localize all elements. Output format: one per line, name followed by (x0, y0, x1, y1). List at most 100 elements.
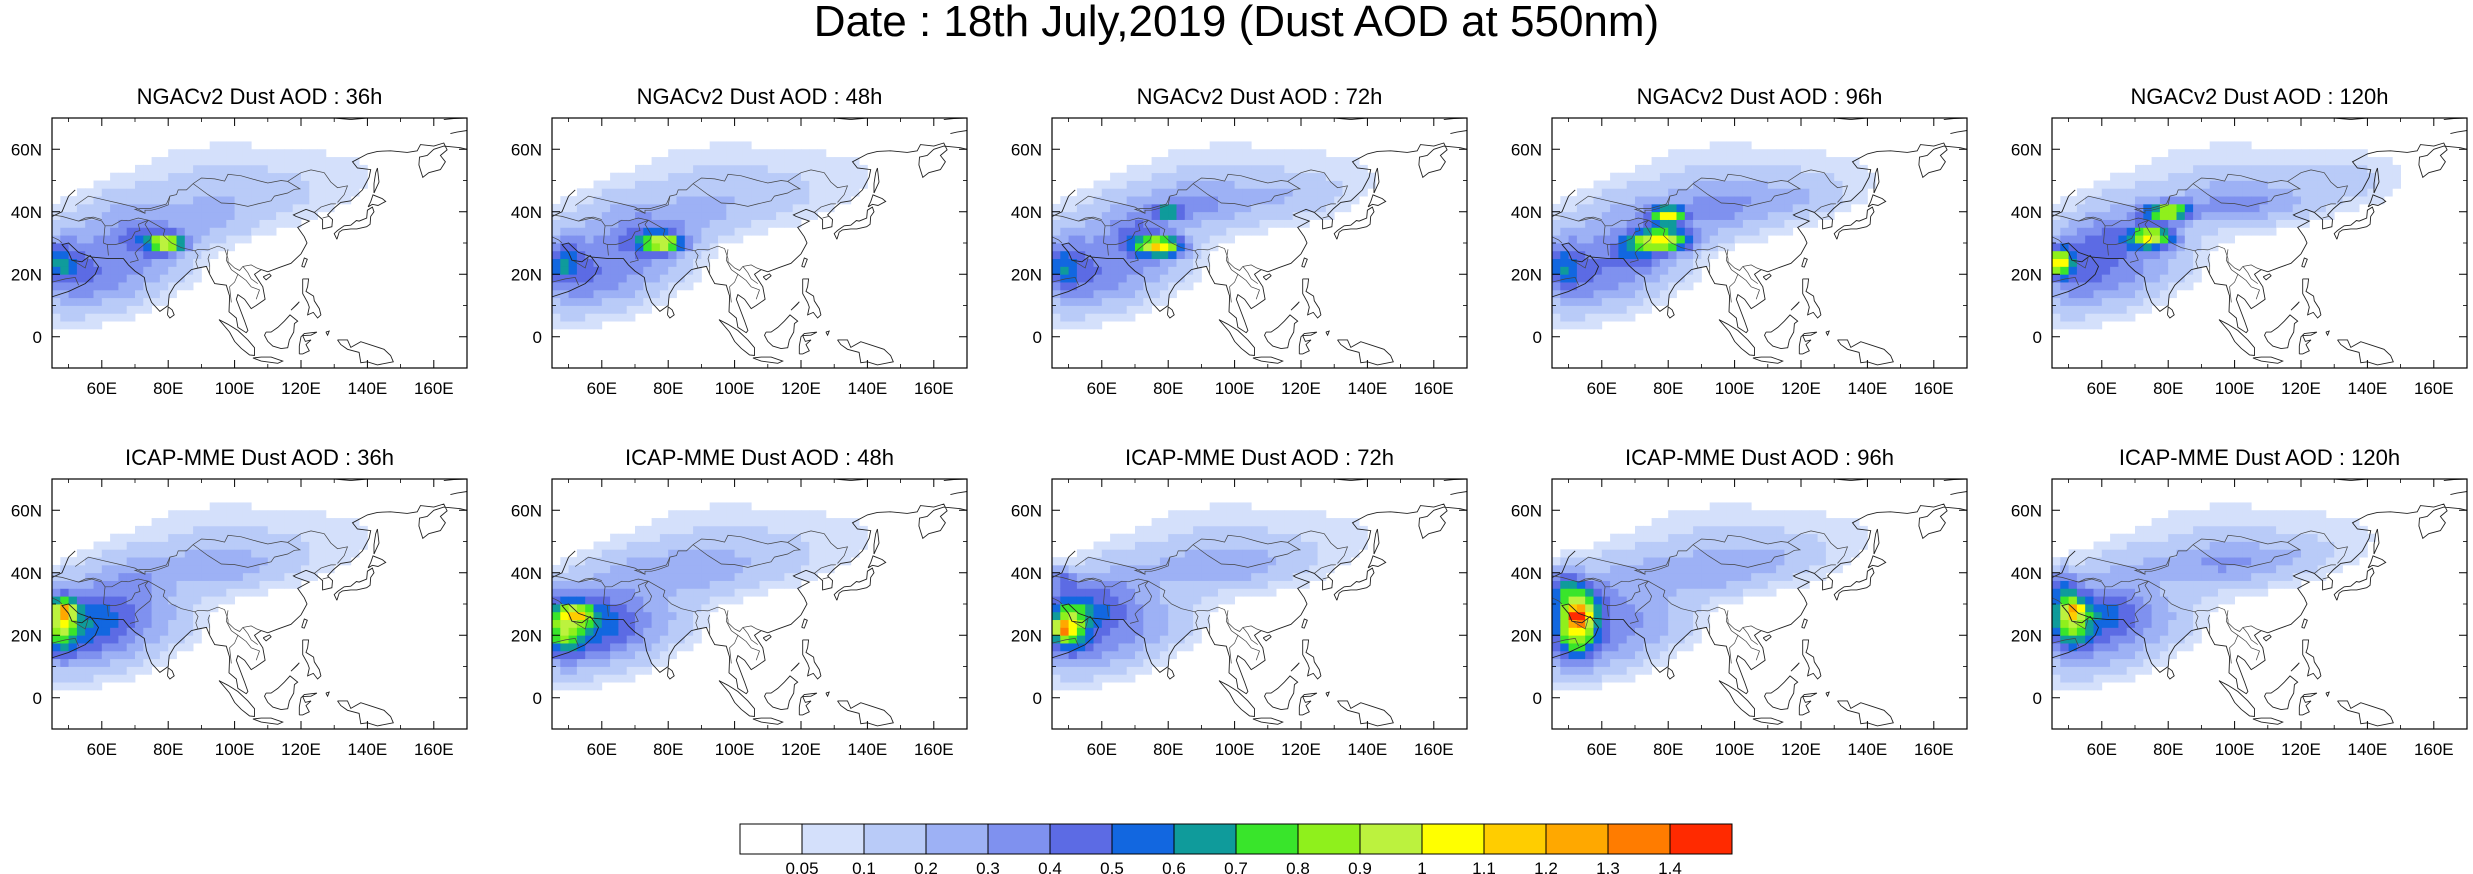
country-border (1552, 214, 1609, 256)
aod-cell (284, 580, 294, 589)
aod-cell (1585, 258, 1594, 267)
aod-cell (2317, 157, 2327, 166)
aod-cell (2176, 219, 2186, 228)
aod-cell (1118, 549, 1128, 558)
aod-cell (1226, 541, 1235, 550)
aod-cell (1701, 157, 1711, 166)
aod-cell (684, 203, 694, 213)
aod-cell (110, 258, 119, 267)
aod-cell (718, 149, 727, 158)
aod-cell (1601, 188, 1611, 197)
aod-cell (1593, 211, 1603, 220)
aod-cell (168, 572, 177, 581)
aod-cell (2052, 274, 2061, 283)
aod-cell (1651, 172, 1661, 181)
aod-cell (1201, 564, 1211, 574)
aod-cell (60, 266, 69, 275)
aod-cell (726, 172, 735, 181)
aod-cell (701, 549, 711, 558)
aod-cell (2201, 243, 2211, 252)
aod-cell (234, 196, 244, 205)
aod-cell (309, 525, 318, 535)
aod-cell (193, 227, 202, 236)
aod-cell (659, 196, 669, 205)
aod-cell (2259, 149, 2269, 158)
country-border (207, 614, 211, 636)
aod-cell (1552, 297, 1561, 306)
x-tick-label: 100E (1215, 740, 1255, 759)
aod-cell (1052, 227, 1061, 236)
aod-cell (1118, 227, 1128, 236)
aod-cell (560, 227, 569, 236)
aod-cell (176, 282, 186, 291)
aod-cell (1668, 274, 1677, 283)
aod-cell (676, 203, 686, 213)
coastline (2052, 189, 2076, 300)
aod-cell (668, 289, 677, 299)
aod-cell (1626, 203, 1636, 213)
aod-cell (643, 219, 652, 228)
aod-cell (1176, 557, 1186, 566)
aod-cell (684, 611, 694, 621)
aod-cell (1251, 211, 1260, 220)
aod-cell (593, 666, 603, 675)
aod-cell (93, 180, 103, 189)
aod-cell (859, 172, 868, 181)
coastline (718, 319, 755, 357)
aod-cell (52, 289, 61, 299)
aod-cell (1334, 172, 1343, 181)
aod-cell (85, 549, 94, 558)
aod-cell (759, 188, 769, 197)
aod-cell (1226, 525, 1235, 535)
aod-cell (110, 674, 119, 683)
aod-cell (718, 588, 727, 597)
aod-cell (2118, 297, 2128, 306)
map-panel-ngac-48: NGACv2 Dust AOD : 48h 60E 80E 100E 120E 140E 1… (511, 86, 968, 398)
aod-cell (1701, 172, 1711, 181)
aod-cell (184, 643, 194, 652)
aod-cell (1601, 266, 1611, 275)
aod-cell (110, 557, 119, 566)
aod-cell (693, 604, 702, 613)
aod-cell (1626, 211, 1636, 220)
aod-cell (1060, 250, 1069, 260)
aod-cell (1193, 180, 1202, 189)
aod-cell (751, 188, 760, 197)
coastline (950, 491, 967, 496)
aod-cell (1168, 227, 1177, 236)
aod-cell (1626, 188, 1636, 197)
aod-cell (751, 219, 760, 228)
aod-cell (284, 149, 294, 158)
aod-cell (93, 258, 103, 267)
country-border (242, 266, 259, 284)
aod-cell (1635, 188, 1644, 197)
aod-cell (1143, 203, 1152, 213)
coastline (1290, 301, 1300, 311)
aod-cell (1635, 305, 1644, 314)
aod-cell (1301, 211, 1310, 220)
aod-cell (1126, 305, 1136, 314)
aod-cell (1143, 297, 1152, 306)
aod-cell (68, 596, 78, 605)
aod-cell (1317, 196, 1327, 205)
aod-cell (2101, 282, 2111, 291)
aod-cell (2118, 196, 2128, 205)
aod-cell (2392, 180, 2401, 189)
aod-cell (1643, 172, 1652, 181)
aod-cell (168, 643, 177, 652)
aod-cell (193, 196, 202, 205)
aod-cell (1651, 196, 1661, 205)
aod-cell (2292, 149, 2302, 158)
aod-cell (734, 596, 744, 605)
aod-cell (93, 211, 103, 220)
aod-cell (1060, 203, 1069, 213)
aod-cell (1052, 596, 1061, 605)
aod-cell (2151, 219, 2161, 228)
aod-cell (2060, 258, 2069, 267)
aod-cell (668, 188, 677, 197)
aod-cell (1734, 203, 1744, 213)
aod-cell (68, 627, 78, 636)
aod-cell (1226, 549, 1235, 558)
aod-cell (1859, 180, 1868, 189)
aod-cell (626, 188, 636, 197)
